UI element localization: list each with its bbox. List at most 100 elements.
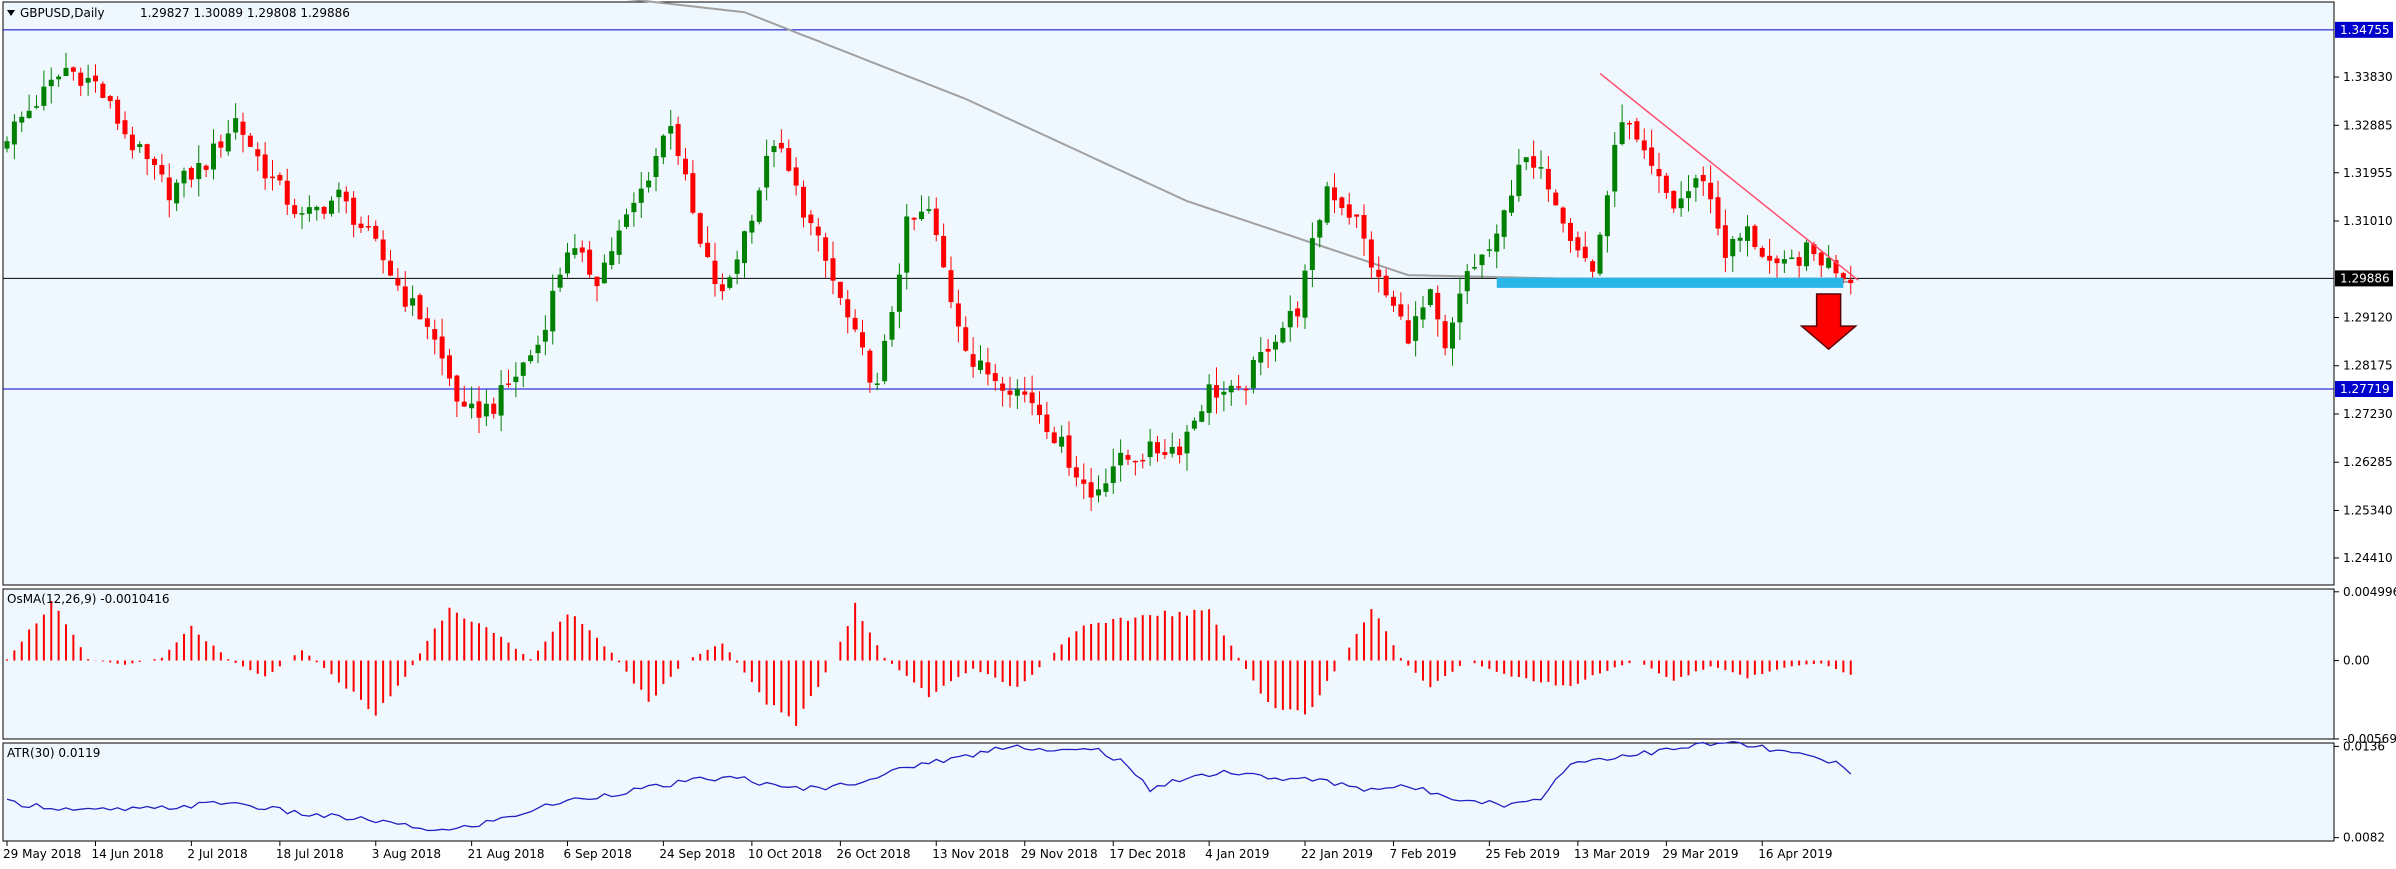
date-tick-label: 26 Oct 2018 — [836, 847, 910, 861]
candle — [1715, 180, 1721, 236]
candle — [1612, 132, 1618, 207]
candle — [1427, 288, 1433, 308]
candle — [882, 334, 888, 385]
candle — [896, 263, 902, 329]
date-tick-label: 25 Feb 2019 — [1485, 847, 1560, 861]
candle — [734, 250, 740, 285]
candle — [1457, 277, 1463, 341]
down-arrow-icon[interactable] — [1799, 293, 1858, 351]
candle — [270, 159, 275, 191]
candle — [1678, 181, 1684, 217]
candle — [181, 167, 187, 198]
price-level-badge-0 — [2335, 21, 2393, 38]
candle — [933, 197, 939, 242]
candle — [1582, 231, 1588, 262]
descending-trendline[interactable] — [1599, 72, 1859, 281]
candle — [1553, 189, 1559, 206]
candle — [1619, 104, 1625, 146]
candle — [1597, 232, 1603, 276]
candle — [1531, 140, 1537, 179]
candle — [34, 95, 39, 110]
candle — [1309, 222, 1315, 288]
candle — [299, 206, 305, 230]
candle — [483, 389, 489, 426]
candle — [1796, 251, 1802, 278]
candle — [373, 220, 379, 242]
candle — [152, 156, 157, 180]
candle — [837, 281, 843, 306]
candle — [41, 70, 47, 111]
candle — [1391, 290, 1396, 312]
symbol-header: GBPUSD,Daily 1.29827 1.30089 1.29808 1.2… — [7, 6, 350, 20]
date-tick-label: 14 Jun 2018 — [92, 847, 164, 861]
candle — [638, 172, 644, 218]
price-tick-label: 1.32885 — [2343, 118, 2393, 132]
candle — [919, 195, 924, 221]
candle — [1420, 295, 1426, 329]
candle — [1044, 401, 1050, 439]
candle — [306, 195, 312, 222]
candle — [93, 64, 98, 93]
candle — [1132, 460, 1138, 476]
date-tick-label: 2 Jul 2018 — [187, 847, 247, 861]
date-tick-label: 21 Aug 2018 — [468, 847, 545, 861]
candle — [1501, 209, 1507, 250]
support-zone[interactable] — [1496, 277, 1844, 288]
candle — [1118, 439, 1124, 482]
candle — [1575, 231, 1581, 258]
candle — [771, 139, 777, 168]
candle — [565, 242, 570, 278]
candle — [1059, 425, 1065, 453]
candle — [1155, 436, 1160, 462]
candle — [19, 111, 25, 133]
candle — [292, 198, 298, 219]
candle — [1199, 404, 1205, 423]
candle — [1722, 209, 1728, 273]
candle — [1339, 196, 1345, 216]
candle — [1398, 292, 1404, 320]
candle — [1214, 367, 1219, 414]
candle — [1700, 166, 1706, 196]
candle — [1604, 190, 1610, 253]
osma-tick-label: 0.00 — [2343, 654, 2370, 668]
candle — [911, 217, 917, 231]
candle — [1140, 453, 1146, 469]
price-tick-label: 1.33830 — [2343, 70, 2393, 84]
candle — [247, 132, 253, 147]
candle — [756, 187, 762, 225]
price-tick-label: 1.29120 — [2343, 310, 2393, 324]
candle — [631, 192, 637, 227]
candle — [705, 226, 711, 258]
price-level-label-1: 1.27719 — [2340, 382, 2390, 396]
candle — [1789, 249, 1795, 260]
candle — [476, 386, 482, 434]
candle — [970, 337, 976, 378]
candle — [520, 361, 526, 388]
candle — [439, 318, 445, 376]
candle — [1730, 236, 1736, 272]
price-tick-label: 1.24410 — [2343, 551, 2393, 565]
date-tick-label: 29 Nov 2018 — [1021, 847, 1098, 861]
candle — [1649, 129, 1655, 175]
candle — [749, 214, 755, 244]
candle — [1686, 175, 1691, 212]
candle — [557, 267, 563, 292]
candle — [70, 66, 76, 81]
candle — [594, 276, 600, 302]
candle — [1088, 468, 1094, 511]
date-tick-label: 16 Apr 2019 — [1758, 847, 1832, 861]
candle — [1405, 304, 1411, 345]
candle — [1073, 456, 1079, 487]
candle — [1627, 120, 1632, 140]
candle — [727, 275, 733, 290]
candle — [675, 116, 681, 165]
candle — [122, 111, 128, 139]
candle — [535, 335, 541, 364]
candle — [395, 267, 401, 291]
candle — [432, 319, 438, 355]
candle — [889, 306, 895, 347]
candle — [830, 241, 836, 295]
collapse-triangle-icon[interactable] — [7, 10, 15, 16]
